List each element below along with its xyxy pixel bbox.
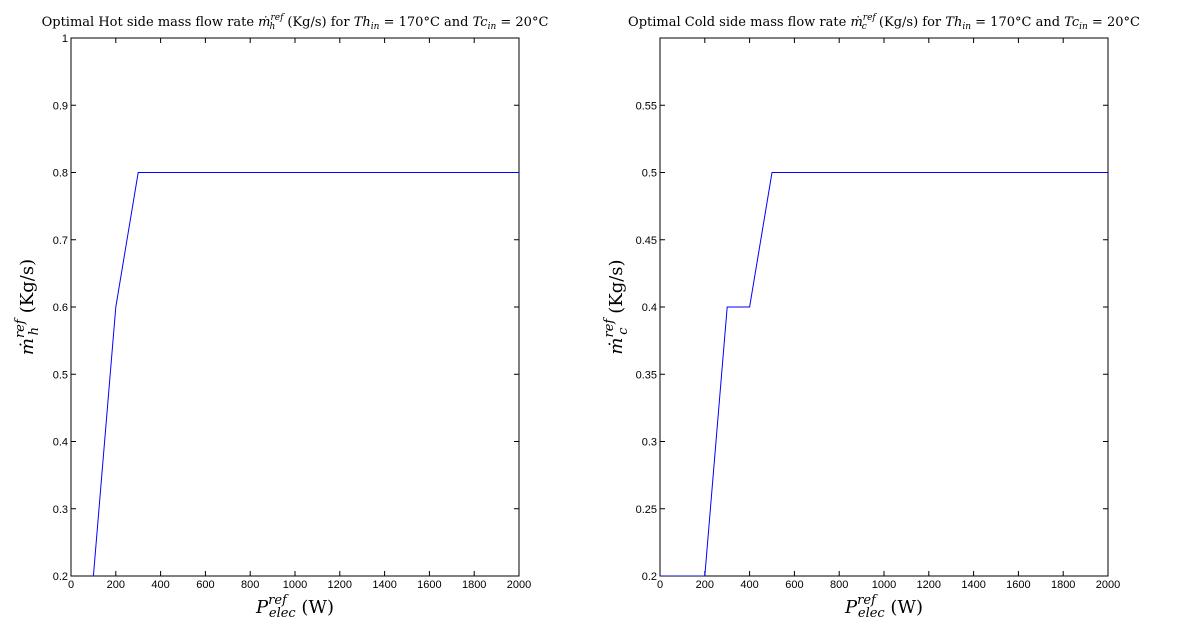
x-tick-label: 1400 xyxy=(372,579,396,591)
plot-area-frame xyxy=(70,37,520,577)
y-tick-label: 0.2 xyxy=(53,571,68,583)
x-tick-label: 800 xyxy=(241,579,259,591)
x-tick-label: 600 xyxy=(196,579,214,591)
y-tick-label: 0.9 xyxy=(53,100,68,112)
series-line xyxy=(92,172,519,576)
x-tick-label: 1000 xyxy=(283,579,307,591)
y-tick-label: 0.45 xyxy=(636,235,657,247)
x-tick-label: 800 xyxy=(830,579,848,591)
x-tick-label: 400 xyxy=(740,579,758,591)
hot-side-chart-panel: 0 200 400 600 800 1000 1200 1400 1600 1800 2000 0.2… xyxy=(13,13,548,621)
y-tick-label: 0.35 xyxy=(636,369,657,381)
x-tick-label: 200 xyxy=(696,579,714,591)
y-tick-label: 0.6 xyxy=(53,302,68,314)
y-tick-label: 0.7 xyxy=(53,235,68,247)
y-tick-label: 0.5 xyxy=(642,168,657,180)
cold-side-chart-panel: 0 200 400 600 800 1000 1200 1400 1600 1800 2000 0.2… xyxy=(602,13,1140,621)
x-tick-label: 1200 xyxy=(328,579,352,591)
y-tick-label: 0.3 xyxy=(642,437,657,449)
x-tick-label: 2000 xyxy=(507,579,531,591)
y-tick-label: 0.3 xyxy=(53,504,68,516)
x-tick-label: 2000 xyxy=(1096,579,1120,591)
x-tick-label: 1800 xyxy=(462,579,486,591)
y-tick-label: 0.55 xyxy=(636,100,657,112)
x-tick-label: 1600 xyxy=(417,579,441,591)
x-tick-label: 1000 xyxy=(872,579,896,591)
y-tick-label: 0.4 xyxy=(53,437,68,449)
y-tick-label: 0.2 xyxy=(642,571,657,583)
x-tick-label: 1400 xyxy=(961,579,985,591)
series-line xyxy=(660,172,1108,576)
x-tick-label: 1600 xyxy=(1006,579,1030,591)
x-axis-label: Pref elec (W) xyxy=(844,593,923,621)
x-tick-label: 0 xyxy=(657,579,663,591)
chart-title: Optimal Cold side mass flow rate ṁref c (… xyxy=(628,13,1140,32)
x-tick-label: 1200 xyxy=(917,579,941,591)
x-tick-label: 0 xyxy=(68,579,74,591)
y-tick-label: 0.4 xyxy=(642,302,657,314)
x-tick-label: 200 xyxy=(107,579,125,591)
y-tick-label: 0.8 xyxy=(53,168,68,180)
y-tick-label: 0.5 xyxy=(53,369,68,381)
x-tick-label: 400 xyxy=(151,579,169,591)
y-axis-label: ṁrefc (Kg/s) xyxy=(602,259,631,354)
chart-title: Optimal Hot side mass flow rate ṁref h (K… xyxy=(42,13,549,32)
x-tick-label: 600 xyxy=(785,579,803,591)
x-tick-label: 1800 xyxy=(1051,579,1075,591)
y-axis-label: ṁrefh (Kg/s) xyxy=(13,259,42,355)
x-axis-label: Pref elec (W) xyxy=(255,593,334,621)
y-tick-label: 1 xyxy=(62,33,68,45)
y-tick-label: 0.25 xyxy=(636,504,657,516)
